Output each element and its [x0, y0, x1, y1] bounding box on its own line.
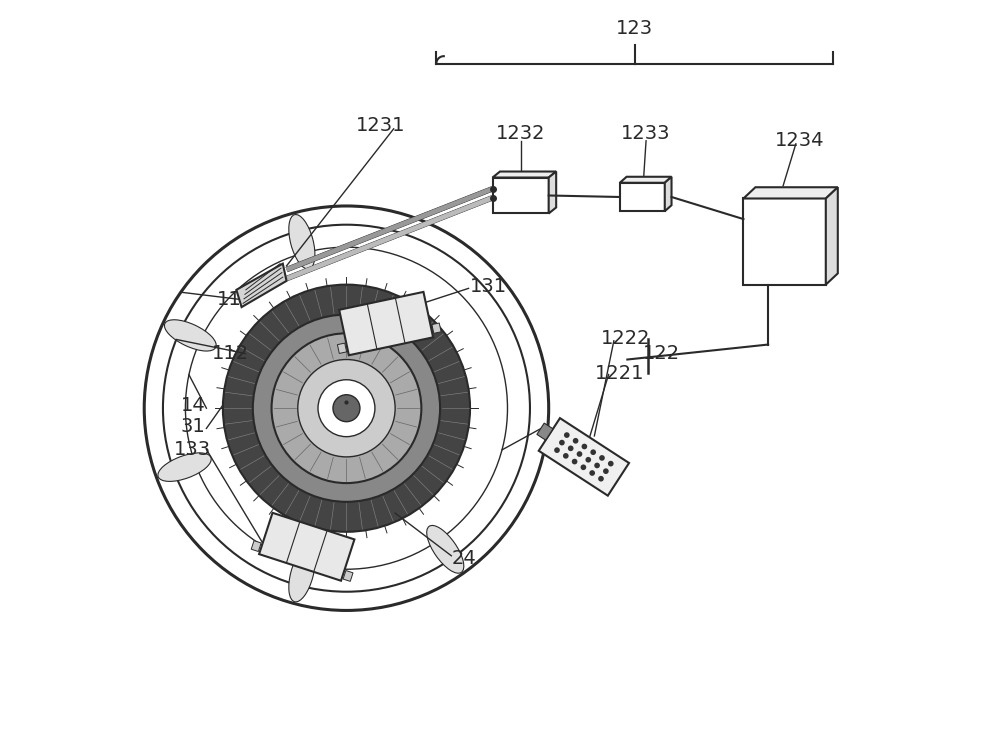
Text: 1233: 1233	[621, 124, 671, 143]
Circle shape	[318, 380, 375, 437]
Text: 131: 131	[470, 276, 507, 296]
Circle shape	[577, 451, 582, 457]
Polygon shape	[493, 178, 549, 213]
Polygon shape	[539, 418, 629, 496]
Circle shape	[582, 443, 587, 449]
Text: 1232: 1232	[496, 124, 546, 143]
Polygon shape	[493, 172, 556, 178]
Circle shape	[573, 438, 578, 443]
Circle shape	[253, 315, 440, 502]
Circle shape	[585, 457, 591, 463]
Polygon shape	[537, 423, 553, 440]
Text: 24: 24	[452, 548, 476, 568]
Ellipse shape	[164, 320, 216, 351]
Circle shape	[590, 449, 596, 455]
Polygon shape	[743, 198, 826, 285]
Circle shape	[272, 333, 421, 483]
Polygon shape	[343, 571, 353, 581]
Polygon shape	[251, 541, 261, 551]
Text: 123: 123	[616, 19, 653, 38]
Text: 1222: 1222	[601, 329, 651, 348]
Circle shape	[599, 455, 605, 461]
Polygon shape	[236, 264, 287, 307]
Circle shape	[298, 360, 395, 457]
Polygon shape	[432, 323, 441, 333]
Circle shape	[185, 247, 507, 569]
Circle shape	[568, 446, 574, 451]
Circle shape	[554, 447, 560, 453]
Circle shape	[581, 464, 586, 470]
Circle shape	[144, 206, 549, 610]
Polygon shape	[826, 187, 838, 285]
Circle shape	[598, 476, 604, 482]
Circle shape	[589, 470, 595, 476]
Circle shape	[559, 440, 565, 446]
Text: 14: 14	[181, 396, 205, 416]
Circle shape	[603, 468, 609, 474]
Circle shape	[608, 461, 614, 467]
Polygon shape	[743, 187, 838, 198]
Circle shape	[333, 395, 360, 422]
Polygon shape	[620, 183, 665, 211]
Text: 31: 31	[181, 417, 205, 437]
Polygon shape	[549, 172, 556, 213]
Ellipse shape	[289, 214, 315, 269]
Text: 11: 11	[216, 290, 241, 309]
Ellipse shape	[289, 548, 315, 602]
Circle shape	[163, 225, 530, 592]
Polygon shape	[259, 513, 354, 580]
Polygon shape	[665, 177, 672, 211]
Text: 133: 133	[174, 440, 211, 459]
Polygon shape	[337, 343, 347, 354]
Text: 1231: 1231	[355, 116, 405, 136]
Text: 122: 122	[643, 344, 680, 363]
Circle shape	[563, 453, 569, 458]
Text: 1234: 1234	[775, 131, 824, 151]
Circle shape	[564, 432, 570, 438]
Ellipse shape	[158, 453, 211, 482]
Circle shape	[572, 458, 577, 464]
Polygon shape	[339, 292, 433, 355]
Text: 112: 112	[212, 344, 249, 363]
Polygon shape	[620, 177, 672, 183]
Text: 1221: 1221	[595, 363, 645, 383]
Circle shape	[223, 285, 470, 532]
Ellipse shape	[427, 526, 464, 573]
Circle shape	[594, 463, 600, 468]
